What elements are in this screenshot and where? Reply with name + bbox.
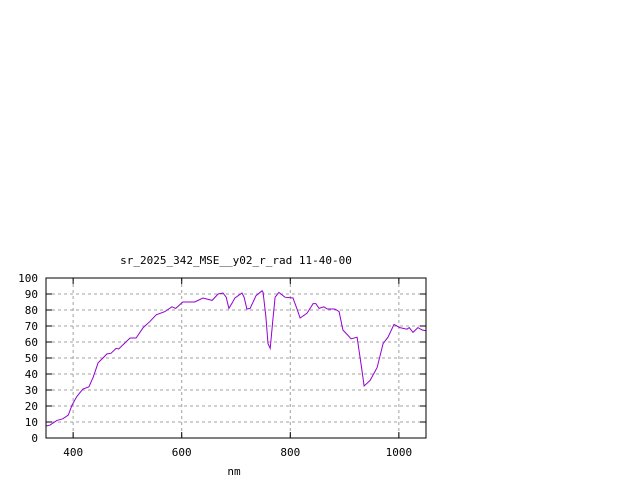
y-tick-label: 60 bbox=[25, 336, 38, 349]
y-tick-label: 50 bbox=[25, 352, 38, 365]
y-tick-label: 80 bbox=[25, 304, 38, 317]
y-tick-label: 90 bbox=[25, 288, 38, 301]
x-tick-label: 1000 bbox=[386, 446, 413, 459]
series-line bbox=[45, 290, 427, 427]
y-tick-label: 70 bbox=[25, 320, 38, 333]
x-tick-label: 400 bbox=[63, 446, 83, 459]
x-tick-label: 600 bbox=[172, 446, 192, 459]
grid bbox=[46, 278, 426, 438]
y-tick-label: 0 bbox=[31, 432, 38, 445]
y-tick-label: 30 bbox=[25, 384, 38, 397]
y-tick-label: 20 bbox=[25, 400, 38, 413]
x-axis-label: nm bbox=[227, 465, 241, 478]
chart-title: sr_2025_342_MSE__y02_r_rad 11-40-00 bbox=[120, 254, 352, 267]
y-tick-label: 40 bbox=[25, 368, 38, 381]
x-tick-label: 800 bbox=[280, 446, 300, 459]
axis-ticks: 0 10 20 30 40 50 60 70 80 90 100 400 600 800 1000 bbox=[18, 272, 426, 459]
y-tick-label: 100 bbox=[18, 272, 38, 285]
y-tick-label: 10 bbox=[25, 416, 38, 429]
plot-border bbox=[45, 277, 427, 439]
